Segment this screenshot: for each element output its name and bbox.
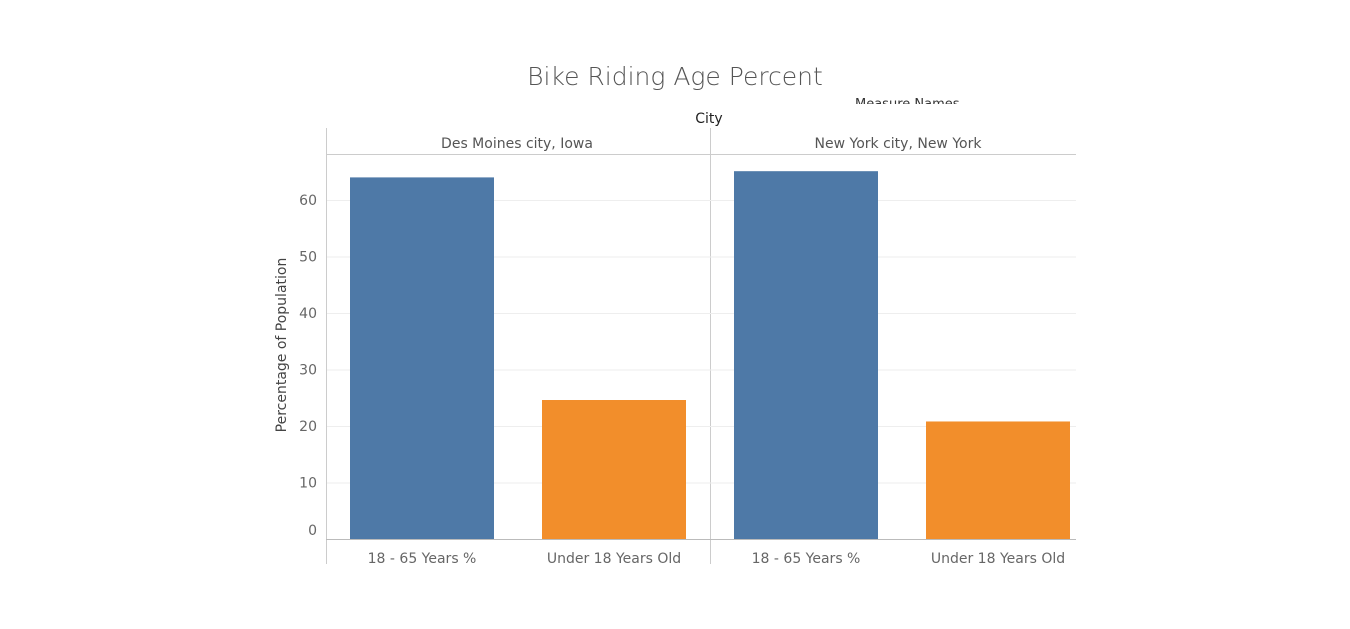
y-tick-30: 30 — [299, 363, 317, 379]
y-tick-0: 0 — [308, 523, 317, 539]
bar-des-moines-city-iowa-18-65-years[interactable] — [350, 177, 494, 539]
bar-des-moines-city-iowa-under-18-years-old[interactable] — [542, 400, 686, 539]
y-tick-10: 10 — [299, 476, 317, 492]
column-field-label: City — [695, 111, 722, 127]
legend-title: Measure Names — [855, 97, 960, 112]
y-tick-20: 20 — [299, 419, 317, 435]
y-tick-60: 60 — [299, 193, 317, 209]
bar-new-york-city-new-york-under-18-years-old[interactable] — [926, 421, 1070, 539]
category-label-new-york-city-new-york-18-65-years: 18 - 65 Years % — [752, 551, 861, 567]
y-tick-50: 50 — [299, 250, 317, 266]
category-label-des-moines-city-iowa-18-65-years: 18 - 65 Years % — [368, 551, 477, 567]
category-label-new-york-city-new-york-under-18-years-old: Under 18 Years Old — [931, 551, 1065, 567]
bars — [350, 171, 1070, 539]
category-label-des-moines-city-iowa-under-18-years-old: Under 18 Years Old — [547, 551, 681, 567]
y-axis-ticks: 0 10 20 30 40 50 60 — [299, 193, 317, 539]
y-tick-40: 40 — [299, 306, 317, 322]
chart-title: Bike Riding Age Percent — [527, 62, 823, 91]
category-labels: 18 - 65 Years % Under 18 Years Old 18 - 65… — [368, 551, 1066, 567]
panel-header-des-moines: Des Moines city, Iowa — [441, 136, 593, 152]
y-axis-label: Percentage of Population — [274, 258, 290, 433]
panel-header-new-york: New York city, New York — [815, 136, 983, 152]
bar-new-york-city-new-york-18-65-years[interactable] — [734, 171, 878, 539]
